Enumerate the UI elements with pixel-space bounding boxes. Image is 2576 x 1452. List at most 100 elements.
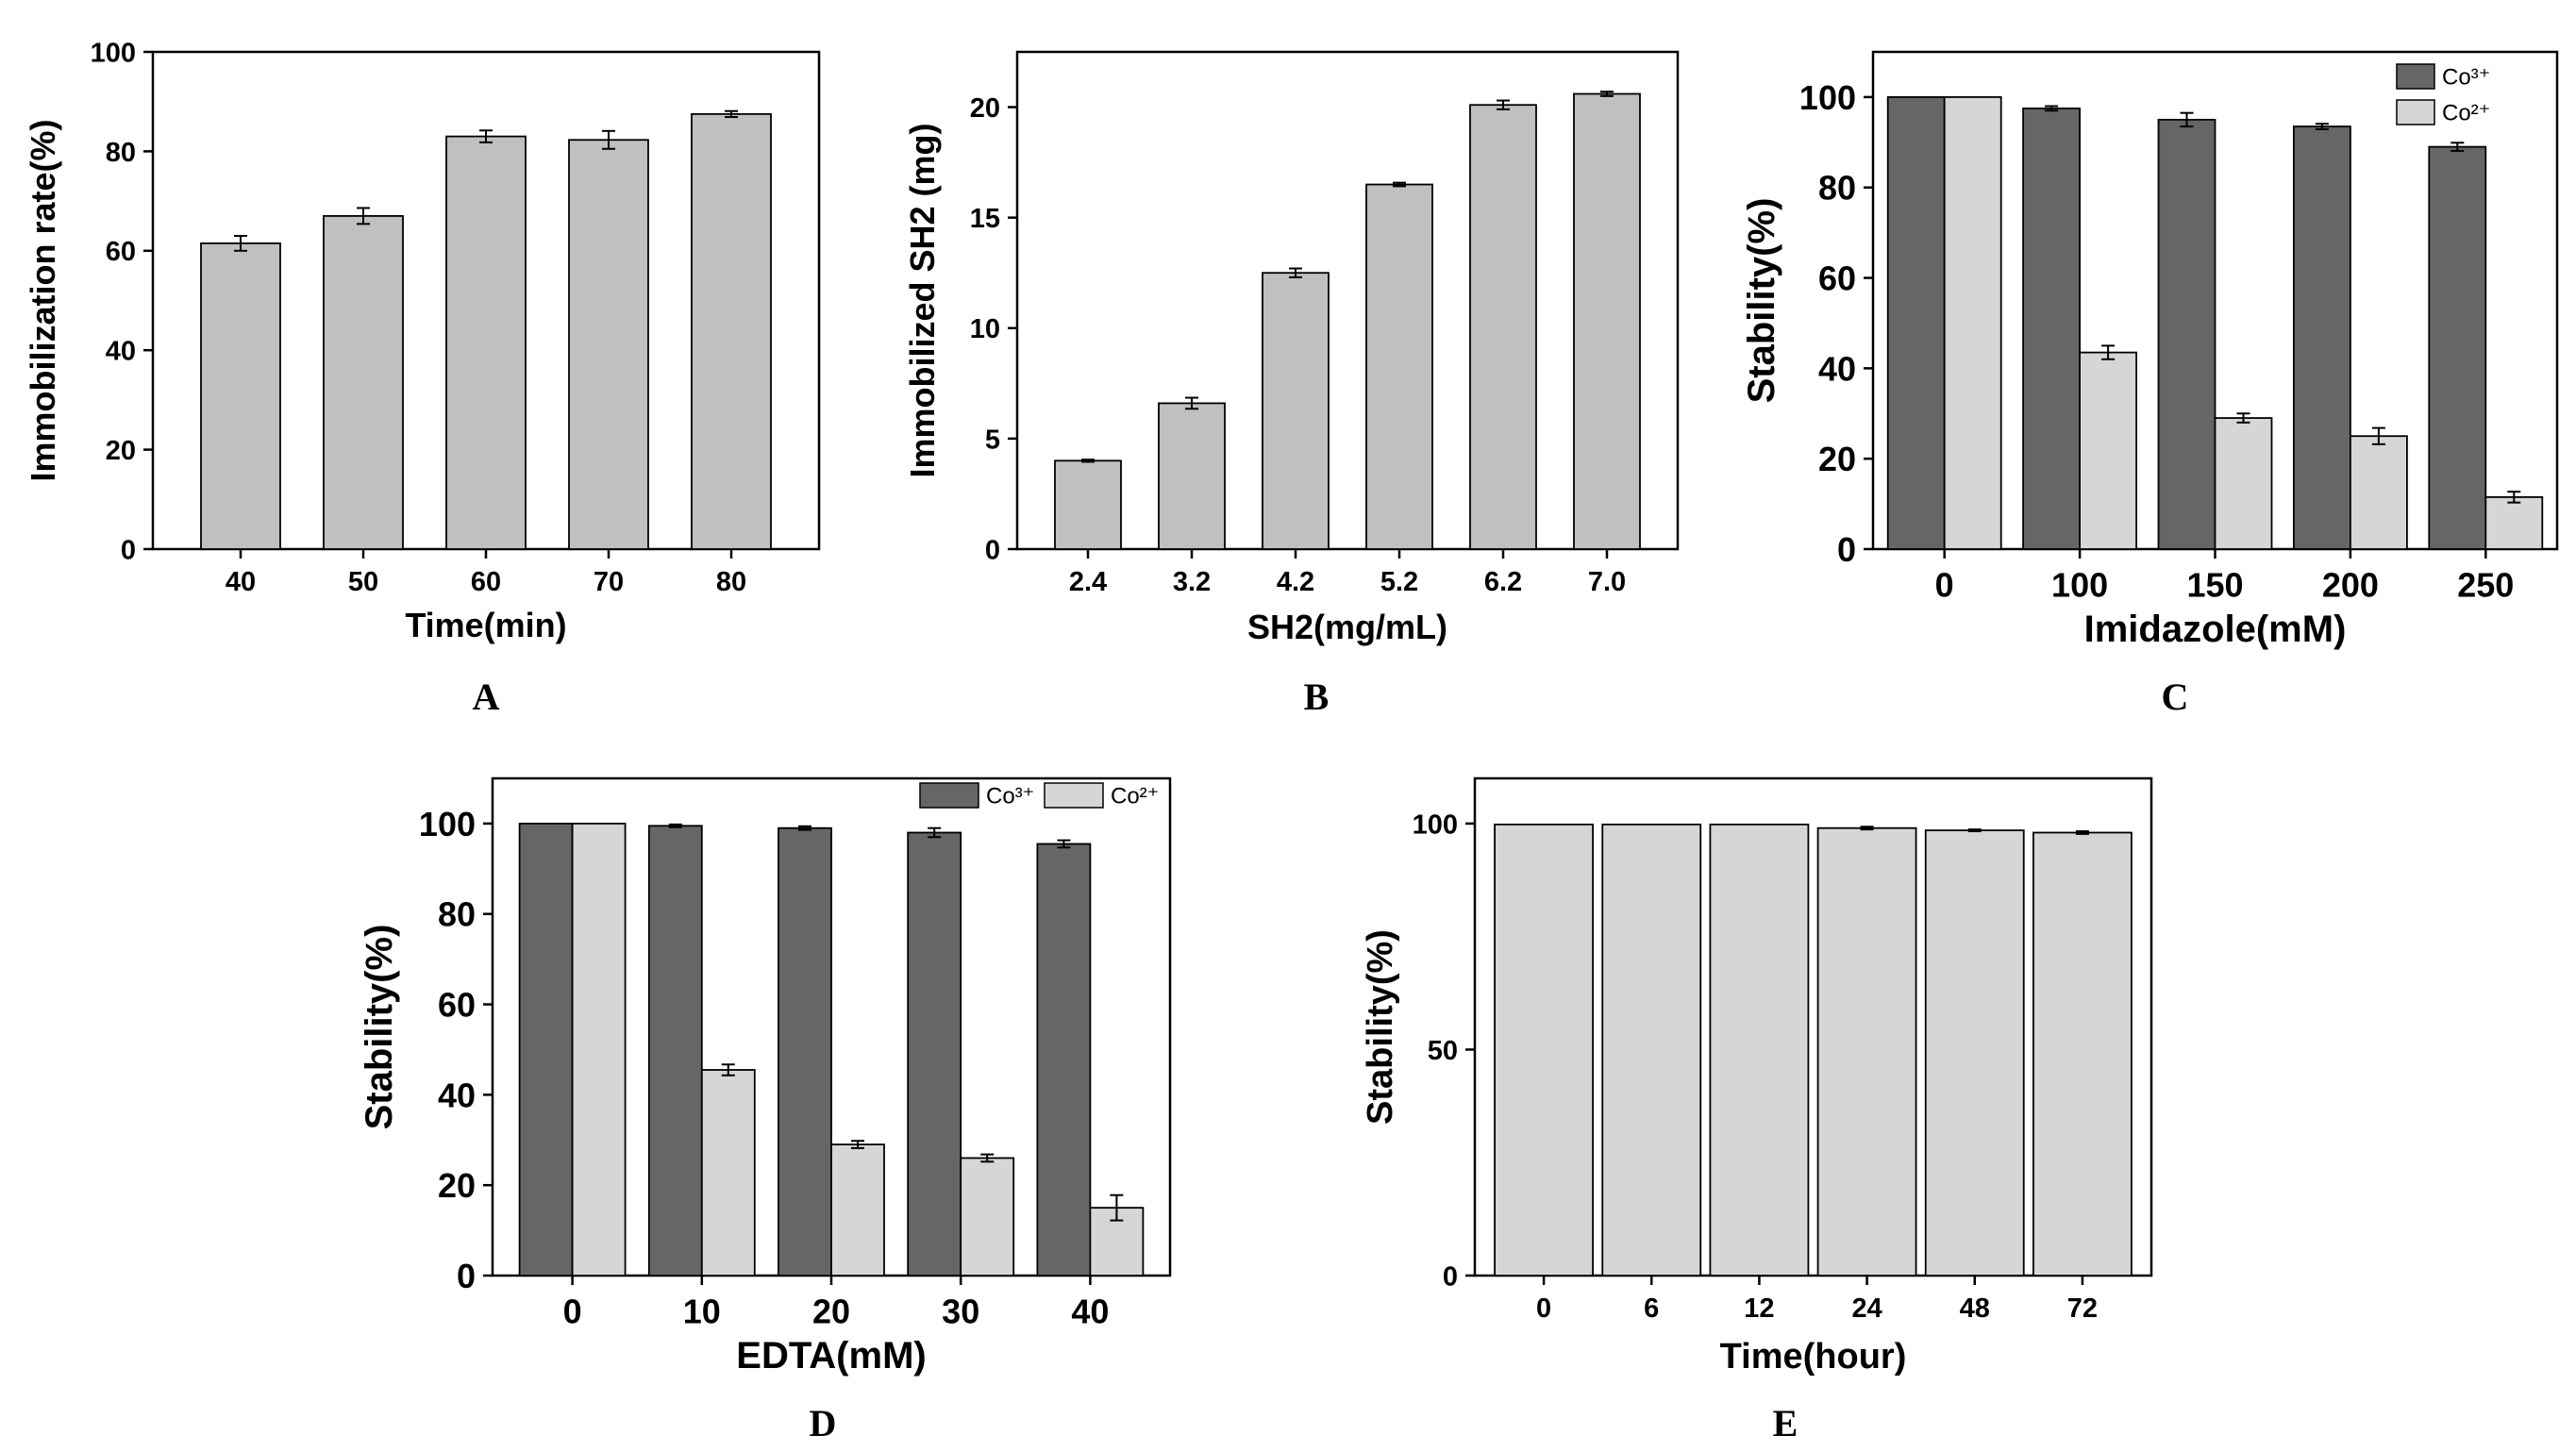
chart-d-bar: [700, 1069, 756, 1277]
chart-a-y-tick-label: 80: [106, 138, 136, 168]
chart-c-x-axis-label: Imidazole(mM): [2084, 609, 2347, 650]
chart-d-x-tick-label: 10: [683, 1292, 721, 1330]
chart-c-legend-label: Co³⁺: [2442, 64, 2490, 90]
chart-b-y-tick-label: 15: [970, 204, 1000, 234]
chart-e-x-tick-label: 48: [1960, 1293, 1990, 1324]
chart-b-x-axis-label: SH2(mg/mL): [1247, 608, 1447, 646]
chart-a-y-tick-label: 20: [106, 436, 136, 466]
chart-c-bar: [2157, 118, 2216, 550]
chart-d-panel-letter: D: [810, 1402, 837, 1444]
chart-c-legend-swatch: [2396, 63, 2435, 90]
chart-b-panel-letter: B: [1304, 676, 1330, 718]
chart-b-bar: [1158, 402, 1226, 550]
chart-b-y-tick-label: 10: [970, 314, 1000, 344]
chart-a-y-tick-label: 0: [121, 535, 136, 565]
chart-d-panel: 0 20 40 60 80 100 0 10 20 30 40 EDTA(mM) Stability(%…: [359, 776, 1172, 1444]
chart-d-bar: [907, 831, 962, 1277]
chart-c-bar: [2484, 496, 2544, 550]
chart-e-x-tick-label: 12: [1744, 1293, 1774, 1324]
chart-c-bar: [2022, 107, 2082, 550]
chart-e-bar: [2032, 831, 2133, 1277]
chart-c-bar: [2349, 435, 2408, 550]
chart-d-legend-swatch: [919, 782, 979, 809]
chart-e-x-tick-label: 72: [2067, 1293, 2098, 1324]
chart-a-y-tick-label: 60: [106, 237, 136, 267]
chart-c-y-tick-label: 20: [1818, 440, 1856, 478]
chart-a-x-tick-label: 40: [226, 567, 256, 597]
chart-c-panel-letter: C: [2162, 676, 2189, 718]
chart-d-y-tick-label: 20: [438, 1166, 476, 1205]
chart-a-y-tick-label: 100: [91, 38, 136, 68]
chart-c-y-axis-label: Stability(%): [1741, 198, 1782, 404]
chart-c-legend-swatch: [2396, 99, 2435, 125]
chart-d-x-tick-label: 40: [1071, 1292, 1109, 1330]
chart-a-x-tick-label: 60: [471, 567, 501, 597]
chart-d-y-tick-label: 40: [438, 1076, 476, 1114]
chart-a-y-axis-label: Immobilization rate(%): [24, 119, 62, 481]
chart-b-x-tick-label: 7.0: [1588, 567, 1626, 597]
chart-b-y-tick-label: 20: [970, 93, 1000, 124]
chart-d-bar: [571, 823, 627, 1277]
chart-a-x-axis-label: Time(min): [405, 606, 566, 644]
chart-e-bar: [1494, 823, 1594, 1277]
chart-b-y-tick-label: 5: [985, 425, 1000, 455]
chart-e-panel-letter: E: [1773, 1402, 1798, 1444]
chart-e-y-axis-label: Stability(%): [1361, 929, 1400, 1125]
chart-b-plot-frame: [1015, 50, 1680, 551]
chart-c-y-tick-label: 60: [1818, 259, 1856, 298]
chart-b-x-tick-label: 2.4: [1069, 567, 1107, 597]
chart-d-x-axis-label: EDTA(mM): [736, 1335, 926, 1377]
chart-c-y-tick-label: 0: [1837, 530, 1856, 569]
chart-e-y-tick-label: 50: [1428, 1036, 1458, 1066]
chart-d-y-tick-label: 60: [438, 986, 476, 1025]
chart-d-x-tick-label: 30: [942, 1292, 979, 1330]
chart-a-bar: [323, 215, 404, 550]
chart-b-bar: [1573, 92, 1641, 550]
chart-a-bar: [445, 135, 527, 550]
chart-e-bar: [1709, 823, 1810, 1277]
chart-a-x-tick-label: 70: [594, 567, 624, 597]
chart-a-bar: [691, 112, 772, 550]
chart-e-bar: [1924, 829, 2025, 1277]
chart-e-x-tick-label: 0: [1536, 1293, 1551, 1324]
chart-c-bar: [2292, 125, 2351, 550]
chart-d-legend-swatch: [1044, 782, 1104, 809]
chart-c-bar: [2079, 351, 2138, 550]
chart-e-x-tick-label: 24: [1851, 1293, 1882, 1324]
chart-b-x-tick-label: 4.2: [1277, 567, 1314, 597]
chart-d-y-tick-label: 80: [438, 895, 476, 934]
chart-e-panel: 0 50 100 0 6 12 24 48 72 Time(hour) Stability(%) E: [1361, 776, 2153, 1444]
chart-d-bar: [518, 823, 574, 1277]
chart-c-y-tick-label: 80: [1818, 169, 1856, 208]
chart-c-bar: [2428, 145, 2487, 550]
chart-b-bar: [1054, 459, 1122, 550]
chart-c-x-tick-label: 0: [1935, 565, 1954, 604]
chart-e-x-tick-label: 6: [1644, 1293, 1659, 1324]
chart-c-x-tick-label: 150: [2186, 565, 2243, 604]
chart-c-y-tick-label: 100: [1799, 78, 1856, 117]
chart-e-y-tick-label: 0: [1443, 1261, 1458, 1292]
chart-b-bar: [1365, 183, 1433, 550]
chart-c-x-tick-label: 250: [2457, 565, 2514, 604]
chart-d-y-axis-label: Stability(%): [359, 925, 400, 1130]
chart-a-x-tick-label: 50: [348, 567, 378, 597]
chart-e-y-tick-label: 100: [1413, 809, 1458, 840]
chart-d-x-tick-label: 20: [812, 1292, 850, 1330]
chart-d-y-tick-label: 100: [419, 805, 476, 843]
chart-d-bar: [647, 825, 703, 1277]
chart-d-x-tick-label: 0: [563, 1292, 582, 1330]
chart-d-bar: [830, 1143, 885, 1277]
chart-c-panel: 0 20 40 60 80 100 0 100 150 200 250 Imidazole(mM) St…: [1741, 50, 2559, 718]
chart-d-bar: [778, 826, 832, 1277]
chart-b-bar: [1469, 104, 1537, 550]
chart-b-y-axis-label: Immobilized SH2 (mg): [903, 123, 942, 477]
chart-b-y-tick-label: 0: [985, 535, 1000, 565]
chart-c-legend-label: Co²⁺: [2442, 100, 2490, 125]
chart-e-bar: [1816, 826, 1917, 1277]
chart-b-bar: [1262, 272, 1330, 550]
chart-d-y-tick-label: 0: [457, 1257, 476, 1295]
chart-d-bar: [1036, 843, 1092, 1277]
chart-e-x-axis-label: Time(hour): [1720, 1337, 1907, 1377]
chart-b-x-tick-label: 3.2: [1173, 567, 1211, 597]
